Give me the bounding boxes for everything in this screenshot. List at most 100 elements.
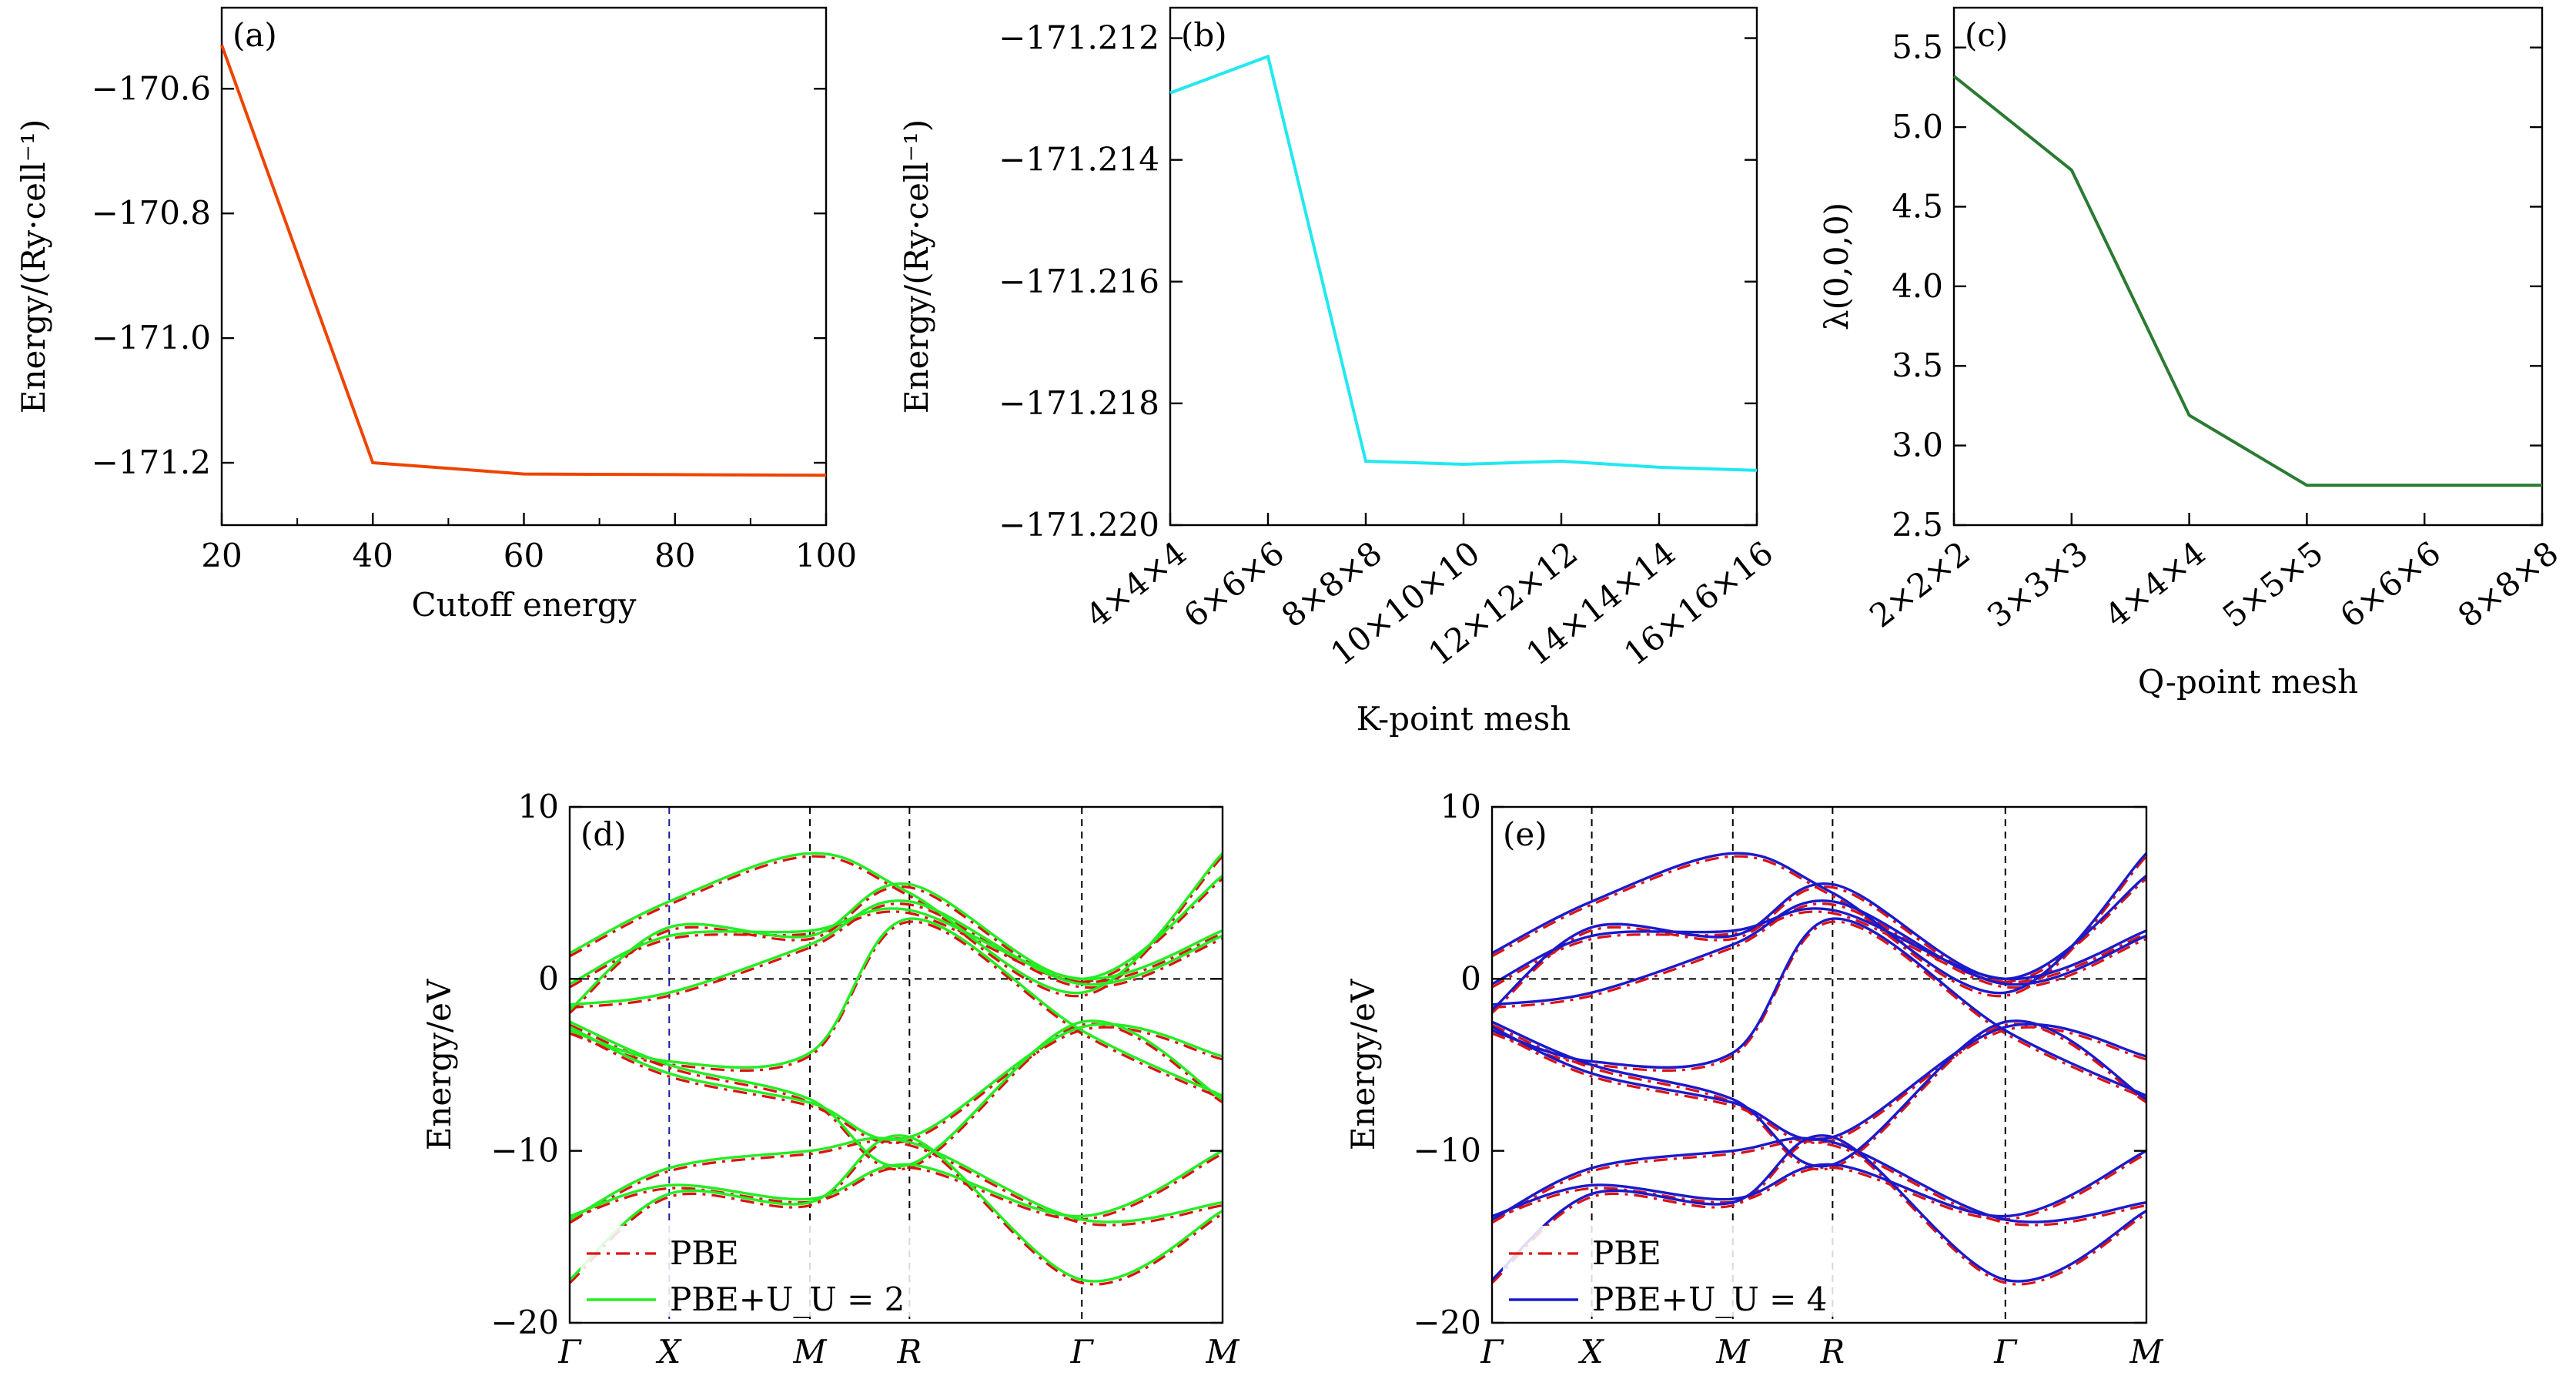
pbe-band (1490, 1137, 2147, 1286)
y-axis-label: Energy/(Ry·cell⁻¹) (15, 119, 52, 413)
k-point-label: M (2129, 1333, 2163, 1371)
plot-frame-panel-e (1490, 805, 2148, 1324)
k-point-label: M (793, 1333, 828, 1371)
pbe-band (1491, 902, 2147, 1009)
panel-label: (e) (1503, 815, 1547, 853)
panel-label: (b) (1181, 16, 1227, 54)
x-axis-label: Cutoff energy (412, 586, 637, 624)
panel-a: 20 40 60 80 100 −170.6 −170.8 −171.0 −171.2 (a) Cu… (15, 6, 857, 624)
pbe-band (569, 1026, 1223, 1144)
series-line (1952, 75, 2542, 487)
x-tick-label: 3×3×3 (1980, 534, 2095, 634)
k-point-label: Γ (1070, 1333, 1095, 1371)
pbeu-band (1491, 1023, 2147, 1141)
x-tick-label: 5×5×5 (2216, 534, 2330, 634)
pbe-band (569, 855, 1224, 998)
x-tick-label: 60 (503, 537, 544, 574)
series-line (1169, 54, 1758, 472)
x-tick-label: 80 (654, 537, 695, 574)
series-line (220, 44, 827, 477)
pbeu-band (569, 1150, 1223, 1218)
y-axis-label: Energy/eV (1344, 979, 1382, 1150)
y-axis-label: λ(0,0,0) (1818, 202, 1855, 330)
y-tick-label: 4.5 (1892, 187, 1943, 225)
legend-box (580, 1226, 950, 1317)
pbeu-band (569, 852, 1224, 995)
k-point-label: X (1578, 1333, 1605, 1371)
k-point-label: Γ (1480, 1333, 1504, 1371)
pbe-band (569, 910, 1223, 989)
pbe-band (569, 1023, 1223, 1171)
y-tick-label: 5.5 (1892, 28, 1943, 66)
x-axis-label: Q-point mesh (2138, 663, 2358, 701)
x-tick-label: 4×4×4 (2098, 534, 2213, 634)
y-tick-label: −170.6 (92, 69, 211, 107)
plot-frame-a (220, 6, 828, 527)
pbeu-band (569, 907, 1223, 986)
pbeu-band (1490, 874, 2148, 1011)
y-tick-label: 3.0 (1892, 427, 1943, 464)
pbe-band (569, 1140, 1223, 1227)
pbe-band (1491, 1023, 2147, 1171)
pbeu-band (1491, 852, 2148, 995)
x-tick-label: 2×2×2 (1862, 534, 1977, 634)
k-point-label: X (655, 1333, 682, 1371)
y-tick-label: 0 (1460, 959, 1481, 997)
k-point-label: R (897, 1333, 922, 1371)
pbeu-band (568, 1134, 1223, 1283)
pbeu-band (1491, 917, 2147, 1097)
y-tick-label: −171.212 (999, 19, 1159, 57)
legend-label-pbe: PBE (1592, 1234, 1661, 1272)
x-tick-label: 6×6×6 (1176, 534, 1291, 634)
k-point-label: Γ (1993, 1333, 2018, 1371)
pbe-band (568, 878, 1223, 1014)
y-tick-label: −171.218 (999, 384, 1159, 422)
pbe-band (1491, 920, 2147, 1100)
y-tick-label: 3.5 (1892, 346, 1943, 384)
plot-frame-panel-c (1952, 6, 2544, 527)
x-tick-label: 100 (795, 537, 857, 574)
x-tick-label: 20 (201, 537, 242, 574)
pbe-band (1491, 1026, 2147, 1144)
legend-label-pbeu: PBE+U_U = 2 (670, 1280, 905, 1318)
pbeu-band (1491, 899, 2147, 1006)
y-tick-label: −10 (1413, 1132, 1481, 1170)
legend-label-pbe: PBE (670, 1234, 739, 1272)
pbe-band (1491, 1140, 2147, 1227)
pbeu-band (568, 874, 1224, 1011)
panel-e: Γ X M R Γ M 10 0 −10 −20 (e) Energy/eV PBE PBE+U_U = … (1344, 788, 2163, 1371)
y-tick-label: −171.214 (999, 141, 1159, 179)
pbe-band (568, 1137, 1223, 1286)
y-tick-label: 10 (518, 788, 559, 825)
plot-frame-panel-b (1169, 6, 1758, 527)
pbeu-band (1491, 1150, 2147, 1218)
pbeu-band (569, 1136, 1223, 1223)
panel-b: 4×4×46×6×68×8×810×10×1012×12×1214×14×141… (898, 6, 1780, 738)
pbeu-band (1491, 907, 2147, 986)
legend-box (1503, 1226, 1872, 1317)
x-tick-label: 4×4×4 (1079, 534, 1193, 634)
plot-frame-panel-d (568, 805, 1224, 1324)
x-tick-label: 40 (353, 537, 393, 574)
y-tick-label: −170.8 (92, 194, 211, 232)
k-point-label: M (1715, 1333, 1750, 1371)
pbe-band (569, 902, 1223, 1009)
y-axis-label: Energy/(Ry·cell⁻¹) (898, 119, 935, 413)
panel-d: Γ X M R Γ M 10 0 −10 −20 (d) Energy/eV PBE PBE+U_U = … (420, 788, 1239, 1371)
y-tick-label: −20 (490, 1304, 559, 1341)
pbeu-band (1491, 1136, 2147, 1223)
y-tick-label: −171.2 (92, 443, 211, 481)
y-tick-label: −171.220 (999, 506, 1159, 544)
pbe-band (1490, 878, 2147, 1014)
pbe-band (1491, 1153, 2147, 1221)
pbe-band (569, 1153, 1223, 1221)
x-tick-label: 6×6×6 (2333, 534, 2448, 634)
k-point-label: Γ (557, 1333, 582, 1371)
y-tick-label: 4.0 (1892, 267, 1943, 305)
panel-label: (c) (1965, 16, 2008, 54)
y-tick-label: −20 (1413, 1304, 1481, 1341)
y-tick-label: 2.5 (1892, 506, 1943, 544)
pbeu-band (569, 899, 1223, 1006)
pbeu-band (1490, 1134, 2147, 1283)
